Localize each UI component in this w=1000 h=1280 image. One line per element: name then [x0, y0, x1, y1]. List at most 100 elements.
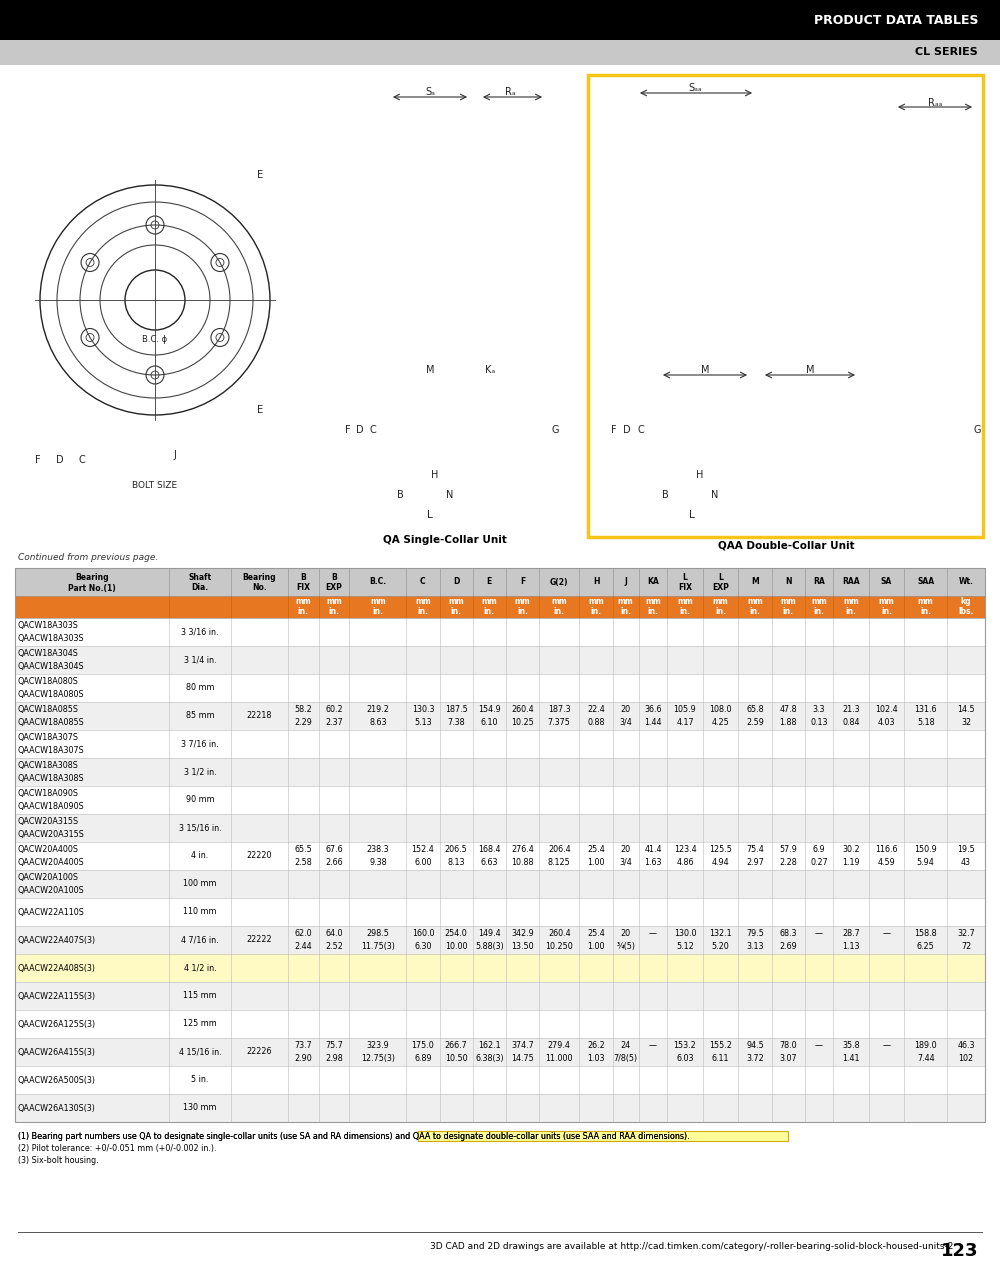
Bar: [418, 1132, 788, 1140]
Text: 6.10: 6.10: [481, 718, 498, 727]
Text: SA: SA: [881, 577, 892, 586]
Text: mm: mm: [515, 598, 530, 607]
Text: 3/4: 3/4: [619, 858, 632, 867]
Text: QAACW18A090S: QAACW18A090S: [18, 801, 85, 810]
Text: 2.69: 2.69: [779, 942, 797, 951]
Text: QAACW18A304S: QAACW18A304S: [18, 662, 85, 671]
Text: QAACW26A500S(3): QAACW26A500S(3): [18, 1075, 96, 1084]
Text: 30.2: 30.2: [842, 845, 860, 854]
Text: QAACW22A110S: QAACW22A110S: [18, 908, 85, 916]
Text: 4 in.: 4 in.: [191, 851, 209, 860]
Text: 8.125: 8.125: [548, 858, 571, 867]
Text: 28.7: 28.7: [842, 929, 860, 938]
Text: —: —: [883, 1042, 891, 1051]
Bar: [15, 1066, 985, 1094]
Text: E: E: [257, 404, 263, 415]
Text: 130.0: 130.0: [674, 929, 696, 938]
Text: —: —: [815, 929, 823, 938]
Text: in.: in.: [484, 608, 495, 617]
Text: 35.8: 35.8: [842, 1042, 860, 1051]
Text: 266.7: 266.7: [445, 1042, 467, 1051]
Text: 4.86: 4.86: [676, 858, 694, 867]
Text: C: C: [638, 425, 644, 435]
Text: 105.9: 105.9: [674, 705, 696, 714]
Bar: [15, 1038, 985, 1066]
Text: 1.41: 1.41: [842, 1053, 860, 1062]
Text: C: C: [79, 454, 85, 465]
Text: D: D: [623, 425, 631, 435]
Text: 1.00: 1.00: [587, 858, 605, 867]
Bar: [15, 1010, 985, 1038]
Text: 41.4: 41.4: [644, 845, 662, 854]
Text: 206.4: 206.4: [548, 845, 571, 854]
Text: 12.75(3): 12.75(3): [361, 1053, 395, 1062]
Text: QACW18A080S: QACW18A080S: [18, 677, 79, 686]
Text: 102.4: 102.4: [875, 705, 898, 714]
Text: 125 mm: 125 mm: [183, 1019, 217, 1029]
Text: in.: in.: [715, 608, 726, 617]
Bar: [15, 925, 985, 954]
Text: —: —: [815, 1042, 823, 1051]
Text: 46.3: 46.3: [957, 1042, 975, 1051]
Text: 65.5: 65.5: [294, 845, 312, 854]
Text: 7/8(5): 7/8(5): [614, 1053, 638, 1062]
Text: 4 15/16 in.: 4 15/16 in.: [179, 1047, 221, 1056]
Text: 3.07: 3.07: [779, 1053, 797, 1062]
Text: RA: RA: [813, 577, 825, 586]
Text: 2.29: 2.29: [294, 718, 312, 727]
Text: QACW18A303S: QACW18A303S: [18, 621, 79, 630]
Text: 19.5: 19.5: [957, 845, 975, 854]
Text: 10.50: 10.50: [445, 1053, 467, 1062]
Text: B.C.: B.C.: [369, 577, 386, 586]
Text: 3D CAD and 2D drawings are available at http://cad.timken.com/category/-roller-b: 3D CAD and 2D drawings are available at …: [430, 1242, 953, 1251]
Text: (1) Bearing part numbers use QA to designate single-collar units (use SA and RA : (1) Bearing part numbers use QA to desig…: [18, 1132, 690, 1140]
Text: RAA: RAA: [842, 577, 860, 586]
Text: (2) Pilot tolerance: +0/-0.051 mm (+0/-0.002 in.).: (2) Pilot tolerance: +0/-0.051 mm (+0/-0…: [18, 1144, 216, 1153]
Text: 4.59: 4.59: [878, 858, 895, 867]
Bar: [0, 0, 1000, 40]
Text: Wt.: Wt.: [959, 577, 973, 586]
Text: QACW18A304S: QACW18A304S: [18, 649, 79, 658]
Text: mm: mm: [780, 598, 796, 607]
Text: Kₐ: Kₐ: [485, 365, 495, 375]
Bar: [0, 65, 1000, 540]
Text: 279.4: 279.4: [548, 1042, 571, 1051]
Text: 25.4: 25.4: [587, 929, 605, 938]
Text: in.: in.: [846, 608, 857, 617]
Text: 3 1/2 in.: 3 1/2 in.: [184, 768, 216, 777]
Bar: [15, 701, 985, 730]
Text: 153.2: 153.2: [674, 1042, 696, 1051]
Text: 219.2: 219.2: [366, 705, 389, 714]
Text: mm: mm: [415, 598, 431, 607]
Text: 323.9: 323.9: [366, 1042, 389, 1051]
Text: 5.18: 5.18: [917, 718, 935, 727]
Text: kg: kg: [961, 598, 971, 607]
Text: L: L: [427, 509, 433, 520]
Text: 22222: 22222: [246, 936, 272, 945]
Text: 160.0: 160.0: [412, 929, 434, 938]
Bar: [15, 899, 985, 925]
Text: 238.3: 238.3: [367, 845, 389, 854]
Text: 11.75(3): 11.75(3): [361, 942, 395, 951]
Text: H: H: [593, 577, 599, 586]
Text: 254.0: 254.0: [445, 929, 467, 938]
Text: 10.250: 10.250: [545, 942, 573, 951]
Text: 4.94: 4.94: [712, 858, 729, 867]
Text: 116.6: 116.6: [875, 845, 898, 854]
Text: 5.13: 5.13: [414, 718, 432, 727]
Text: in.: in.: [647, 608, 658, 617]
Text: 26.2: 26.2: [587, 1042, 605, 1051]
Text: 8.13: 8.13: [447, 858, 465, 867]
Bar: [15, 596, 985, 618]
Text: 123: 123: [940, 1242, 978, 1260]
Text: EXP: EXP: [326, 584, 342, 593]
Text: L: L: [718, 572, 723, 581]
Text: C: C: [370, 425, 376, 435]
Text: 206.5: 206.5: [445, 845, 467, 854]
Bar: [15, 786, 985, 814]
Text: 189.0: 189.0: [914, 1042, 937, 1051]
Text: 0.13: 0.13: [810, 718, 828, 727]
Text: M: M: [426, 365, 434, 375]
Text: QAACW26A125S(3): QAACW26A125S(3): [18, 1019, 96, 1029]
Text: 7.375: 7.375: [548, 718, 571, 727]
